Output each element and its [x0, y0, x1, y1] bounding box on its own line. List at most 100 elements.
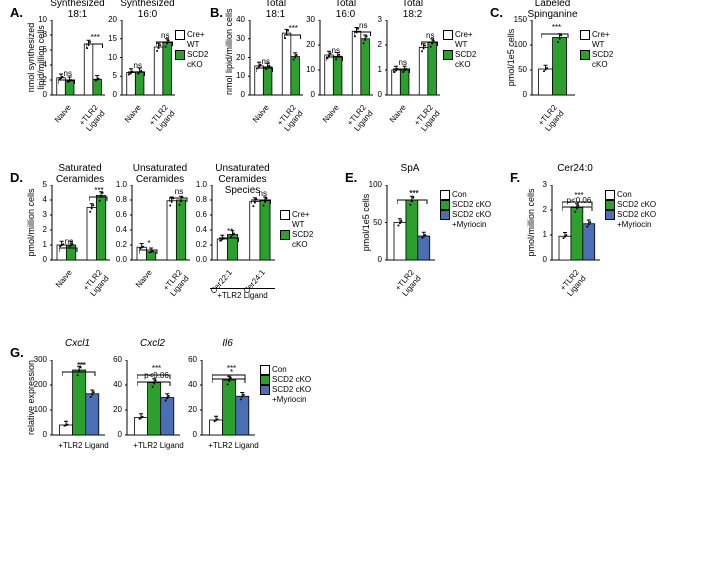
chart-title: Il6 [195, 338, 260, 349]
y-tick: 0 [105, 430, 122, 439]
y-axis-label: pmol/1e5 cells [361, 185, 371, 260]
y-tick: 0.6 [110, 210, 127, 219]
panel-label-C: C. [490, 5, 503, 20]
y-tick: 0.0 [110, 255, 127, 264]
significance-label: ** [219, 227, 242, 236]
legend-item-line: +Myriocin [617, 220, 651, 229]
x-label: Naive [121, 268, 154, 304]
chart-title: Total18:2 [380, 0, 445, 20]
legend-item: SCD2 cKO [260, 385, 311, 395]
significance-label: ns [58, 69, 77, 78]
legend-item: SCD2 [443, 50, 476, 60]
x-label: +TLR2Ligand [67, 103, 107, 145]
legend-item: Con [260, 365, 287, 375]
significance-label: p<0.06 [137, 371, 176, 380]
legend-item-line: WT [455, 40, 467, 49]
y-tick: 0.2 [110, 240, 127, 249]
x-label: +TLR2Ligand [383, 268, 423, 310]
y-tick: 0.4 [110, 225, 127, 234]
y-axis-label: nmol lipid/million cells [224, 20, 234, 95]
x-label: +TLR2Ligand [548, 268, 588, 310]
legend-item: SCD2 cKO [260, 375, 311, 385]
legend-item-line: +Myriocin [272, 395, 306, 404]
y-tick: 0.6 [190, 210, 207, 219]
legend-item-line: +Myriocin [452, 220, 486, 229]
y-tick: 0.4 [190, 225, 207, 234]
y-tick: 60 [105, 355, 122, 364]
significance-label: ns [59, 237, 80, 246]
y-tick: 5 [100, 71, 117, 80]
y-tick: 0.2 [190, 240, 207, 249]
x-label: +TLR2Ligand [402, 103, 442, 145]
y-axis-label: nmol synthesizedlipid/million cells [26, 20, 46, 95]
significance-label: * [212, 368, 251, 377]
y-tick: 0 [100, 90, 117, 99]
x-label: +TLR2Ligand [526, 103, 566, 145]
significance-label: *** [284, 24, 303, 33]
x-label: +TLR2Ligand [137, 103, 177, 145]
chart-title: SaturatedCeramides [45, 163, 115, 185]
significance-label: p<0.06 [562, 196, 597, 205]
y-axis-label: pmol/million cells [526, 185, 536, 260]
legend-item: Con [605, 190, 632, 200]
x-label: +TLR2Ligand [151, 268, 191, 310]
x-label: +TLR2Ligand [71, 268, 111, 310]
legend-item-line: cKO [292, 240, 308, 249]
panel-label-B: B. [210, 5, 223, 20]
y-axis-label: pmol/1e5 cells [506, 20, 516, 95]
x-label: +TLR2 Ligand [133, 441, 173, 450]
chart-title: Synthesized16:0 [115, 0, 180, 20]
significance-label: ns [251, 189, 274, 198]
significance-label: *** [541, 23, 573, 32]
chart-title: Cxcl1 [45, 338, 110, 349]
chart-title: LabeledSpinganine [525, 0, 580, 20]
y-tick: 0.8 [190, 195, 207, 204]
significance-label: ns [256, 57, 275, 66]
y-tick: 10 [100, 53, 117, 62]
panel-label-A: A. [10, 5, 23, 20]
x-label: +TLR2Ligand [265, 103, 305, 145]
legend-item: Cre+ [443, 30, 473, 40]
legend-item: Cre+ [280, 210, 310, 220]
significance-label: * [139, 239, 160, 248]
x-sublabel: +TLR2 Ligand [210, 288, 275, 300]
legend-item: SCD2 cKO [605, 200, 656, 210]
y-tick: 0 [298, 90, 315, 99]
panel-label-F: F. [510, 170, 520, 185]
significance-label: ns [326, 46, 345, 55]
significance-label: ns [128, 61, 147, 70]
x-label: +TLR2Ligand [335, 103, 375, 145]
y-tick: 0.0 [190, 255, 207, 264]
legend-item: SCD2 cKO [440, 210, 491, 220]
chart-title: UnsaturatedCeramides [125, 163, 195, 185]
significance-label: *** [397, 189, 432, 198]
x-label: +TLR2 Ligand [208, 441, 248, 450]
significance-label: ** [62, 361, 101, 370]
y-tick: 0 [365, 90, 382, 99]
y-axis-label: relative expression [26, 360, 36, 435]
y-tick: 2 [365, 40, 382, 49]
chart-title: SpA [380, 163, 440, 174]
legend-item-line: WT [592, 40, 604, 49]
legend-item: SCD2 [280, 230, 313, 240]
legend-item-line: WT [187, 40, 199, 49]
y-tick: 20 [105, 405, 122, 414]
y-tick: 60 [180, 355, 197, 364]
panel-label-E: E. [345, 170, 357, 185]
legend-item: SCD2 [175, 50, 208, 60]
significance-label: *** [89, 186, 110, 195]
legend-item-line: cKO [455, 60, 471, 69]
y-tick: 20 [298, 40, 315, 49]
legend-item: SCD2 [580, 50, 613, 60]
significance-label: ns [421, 31, 440, 40]
y-tick: 20 [180, 405, 197, 414]
legend-item-line: cKO [187, 60, 203, 69]
x-label: +TLR2 Ligand [58, 441, 98, 450]
y-tick: 10 [298, 65, 315, 74]
legend-item: SCD2 cKO [605, 210, 656, 220]
legend-item: Con [440, 190, 467, 200]
legend-item: Cre+ [580, 30, 610, 40]
chart-title: Cxcl2 [120, 338, 185, 349]
panel-label-D: D. [10, 170, 23, 185]
legend-item-line: WT [292, 220, 304, 229]
